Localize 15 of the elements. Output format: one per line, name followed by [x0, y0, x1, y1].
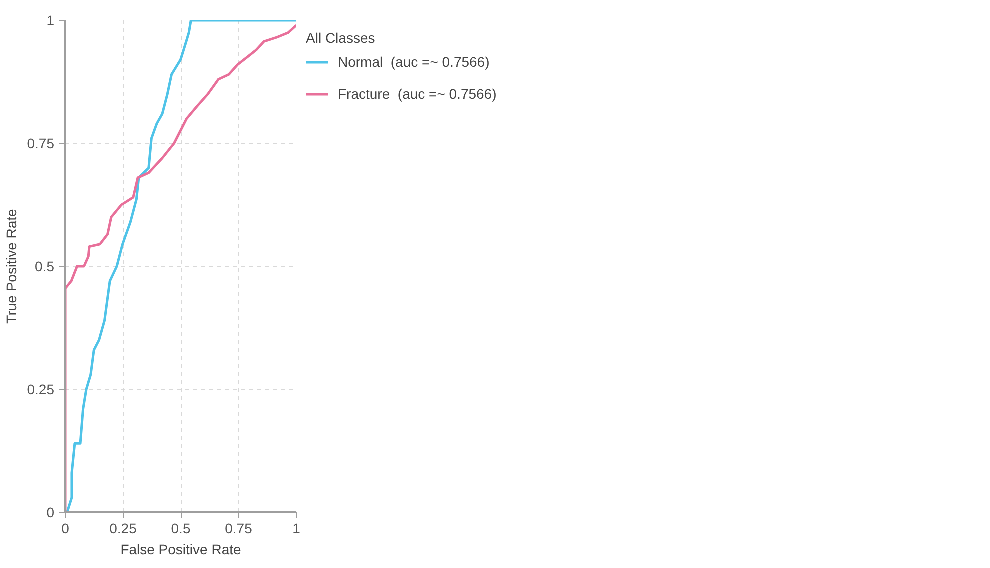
y-tick-label: 1	[46, 12, 55, 28]
x-tick-label: 0	[62, 520, 70, 536]
x-tick-label: 0.5	[171, 520, 191, 536]
y-tick-label: 0.25	[27, 382, 55, 398]
y-tick-label: 0	[46, 504, 55, 520]
x-tick-label: 0.75	[225, 520, 253, 536]
x-axis-title: False Positive Rate	[120, 542, 242, 558]
y-axis-title: True Positive Rate	[3, 208, 20, 324]
legend-label: Fracture (auc =~ 0.7566)	[338, 86, 497, 102]
legend-label: Normal (auc =~ 0.7566)	[338, 54, 490, 70]
x-tick-label: 0.25	[110, 520, 138, 536]
y-tick-label: 0.5	[35, 258, 55, 274]
y-tick-label: 0.75	[27, 136, 55, 152]
legend-title: All Classes	[306, 30, 376, 46]
x-tick-label: 1	[292, 520, 301, 536]
